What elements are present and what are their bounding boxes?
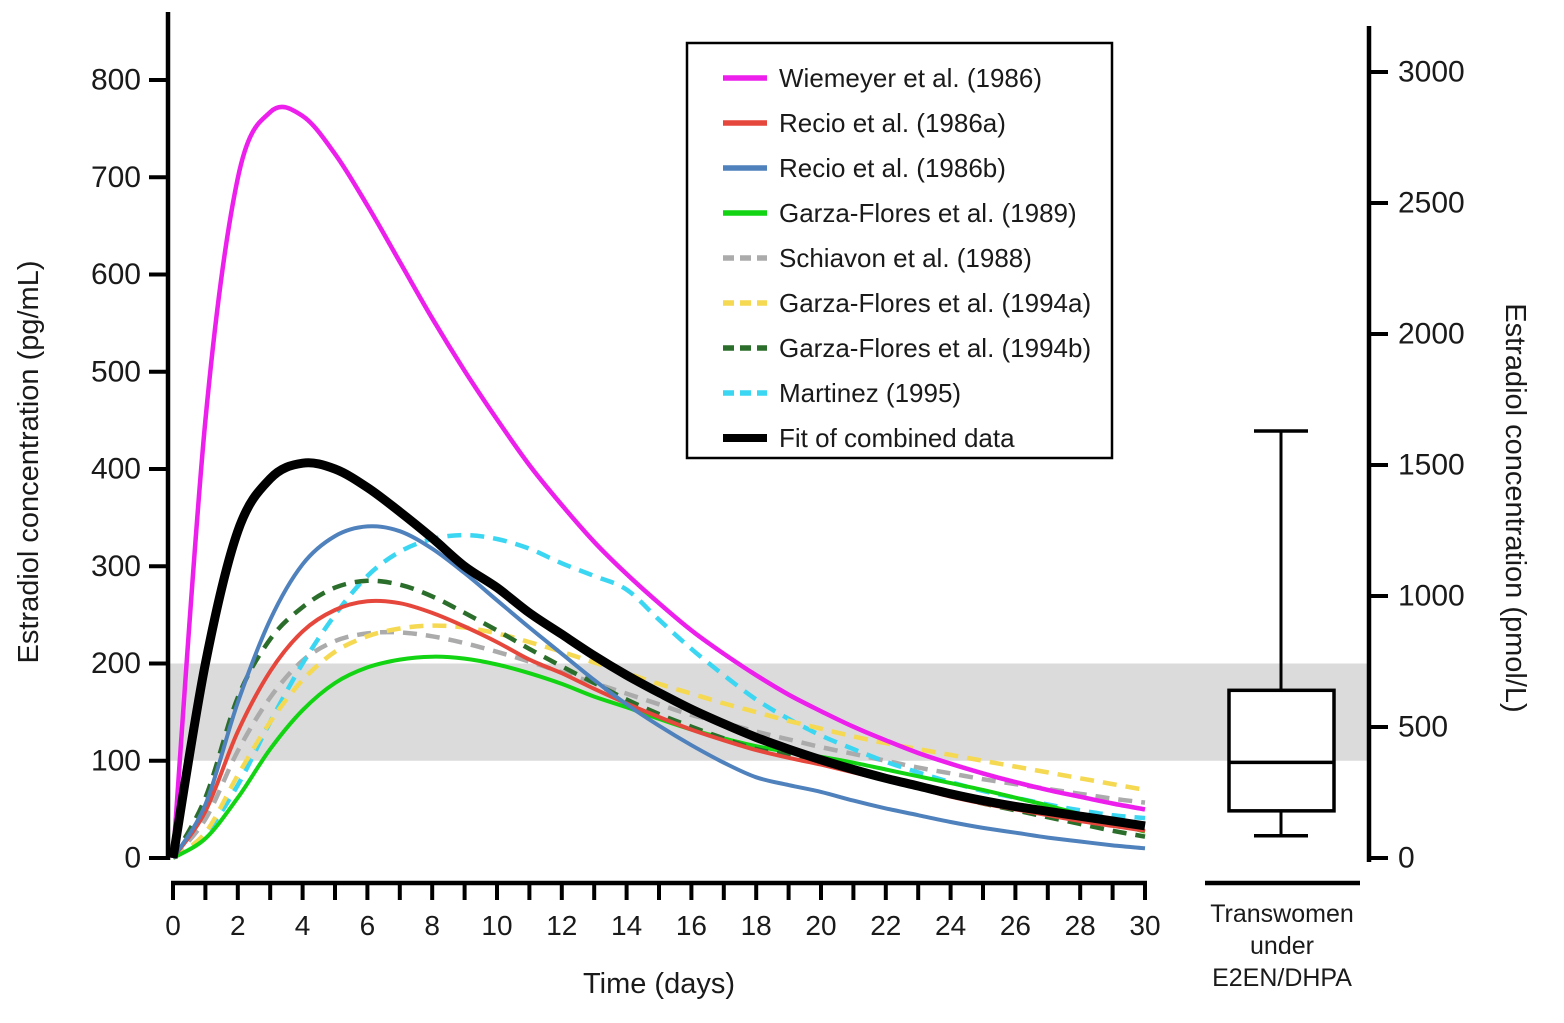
curve-garza-flores-et-al-1994a [171,623,1146,860]
x-tick-label-18: 18 [741,910,772,941]
curve-recio-et-al-1986b [171,524,1146,860]
legend-row-garza-flores-et-al-1994a: Garza-Flores et al. (1994a) [723,288,1091,318]
y-right-tick-label-1500: 1500 [1398,449,1465,482]
x-tick-label-12: 12 [546,910,577,941]
legend-label-garza-flores-et-al-1994b: Garza-Flores et al. (1994b) [779,333,1091,363]
boxplot-iqr-box [1227,688,1336,813]
boxplot-label-line1: Transwomen [1210,900,1354,928]
x-tick-label-26: 26 [1000,910,1031,941]
boxplot-label-line3: E2EN/DHPA [1212,964,1352,992]
y-left-tick-label-0: 0 [124,842,141,875]
y-left-tick-label-300: 300 [91,550,141,583]
y-left-tick-label-100: 100 [91,744,141,777]
legend-row-schiavon-et-al-1988: Schiavon et al. (1988) [723,243,1032,273]
y-left-tick-label-600: 600 [91,258,141,291]
y-left-tick-label-500: 500 [91,355,141,388]
legend-label-schiavon-et-al-1988: Schiavon et al. (1988) [779,243,1032,273]
legend: Wiemeyer et al. (1986) Recio et al. (1986… [685,41,1114,460]
legend-row-martinez-1995: Martinez (1995) [723,378,961,408]
y-left-tick-label-700: 700 [91,161,141,194]
legend-row-garza-flores-et-al-1994b: Garza-Flores et al. (1994b) [723,333,1091,363]
legend-label-garza-flores-et-al-1994a: Garza-Flores et al. (1994a) [779,288,1091,318]
x-tick-label-10: 10 [481,910,512,941]
curve-wiemeyer-et-al-1986 [170,104,1146,859]
legend-label-fit-of-combined-data: Fit of combined data [779,423,1015,453]
y-right-axis-title: Estradiol concentration (pmol/L) [1499,303,1531,712]
x-tick-label-20: 20 [805,910,836,941]
y-right-tick-label-1000: 1000 [1398,580,1465,613]
x-tick-label-0: 0 [165,910,181,941]
x-tick-label-30: 30 [1129,910,1160,941]
legend-row-wiemeyer-et-al-1986: Wiemeyer et al. (1986) [723,63,1042,93]
boxplot-group [1205,429,1360,886]
x-tick-label-16: 16 [676,910,707,941]
y-left-tick-label-800: 800 [91,64,141,97]
y-right-tick-label-2000: 2000 [1398,318,1465,351]
legend-label-wiemeyer-et-al-1986: Wiemeyer et al. (1986) [779,63,1042,93]
axes-group: 0100200300400500600700800050010001500200… [91,12,1465,941]
x-tick-label-22: 22 [870,910,901,941]
y-right-tick-label-0: 0 [1398,842,1415,875]
x-tick-label-24: 24 [935,910,966,941]
boxplot-label-line2: under [1250,932,1314,960]
x-tick-label-4: 4 [295,910,311,941]
y-right-tick-label-500: 500 [1398,711,1448,744]
x-tick-label-28: 28 [1065,910,1096,941]
y-right-tick-label-2500: 2500 [1398,187,1465,220]
x-tick-label-6: 6 [360,910,376,941]
curve-fit-of-combined-data [168,458,1146,859]
legend-box [685,41,1114,460]
legend-label-martinez-1995: Martinez (1995) [779,378,961,408]
legend-row-fit-of-combined-data: Fit of combined data [723,423,1015,453]
y-right-tick-label-3000: 3000 [1398,56,1465,89]
x-axis-title: Time (days) [583,968,735,1000]
legend-label-recio-et-al-1986b: Recio et al. (1986b) [779,153,1006,183]
x-tick-label-14: 14 [611,910,642,941]
legend-label-recio-et-al-1986a: Recio et al. (1986a) [779,108,1006,138]
y-left-tick-label-200: 200 [91,647,141,680]
curves-group [168,104,1146,860]
x-tick-label-2: 2 [230,910,246,941]
legend-row-recio-et-al-1986a: Recio et al. (1986a) [723,108,1006,138]
boxplot-category-label: Transwomen under E2EN/DHPA [1210,900,1354,992]
legend-row-garza-flores-et-al-1989: Garza-Flores et al. (1989) [723,198,1077,228]
curve-schiavon-et-al-1988 [171,629,1146,860]
x-tick-label-8: 8 [424,910,440,941]
legend-row-recio-et-al-1986b: Recio et al. (1986b) [723,153,1006,183]
y-left-tick-label-400: 400 [91,453,141,486]
legend-label-garza-flores-et-al-1989: Garza-Flores et al. (1989) [779,198,1077,228]
y-left-axis-title: Estradiol concentration (pg/mL) [13,261,45,664]
